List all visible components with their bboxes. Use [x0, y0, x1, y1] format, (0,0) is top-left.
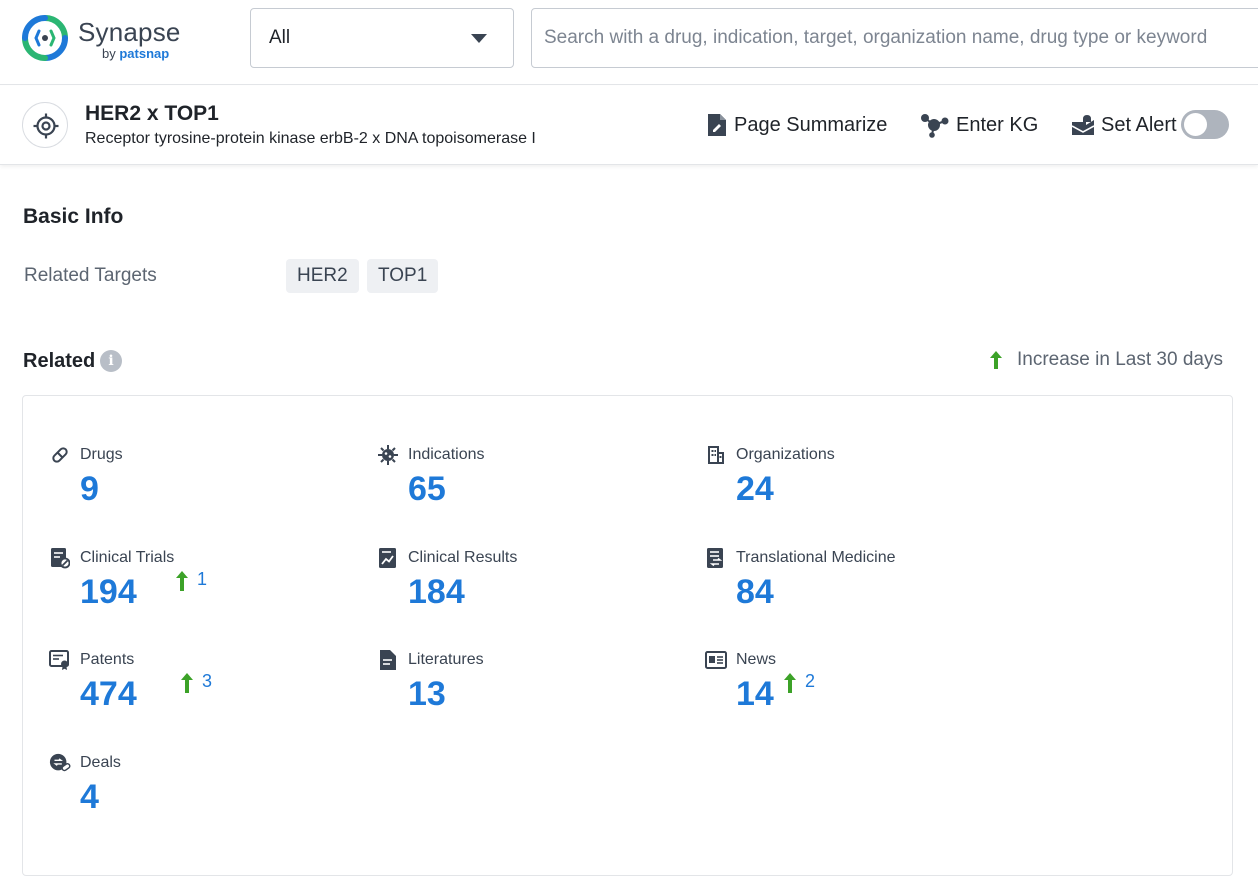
building-icon: [705, 444, 727, 466]
stat-patents-head: Patents: [49, 649, 134, 671]
stat-clinical-trials-increase-value: 1: [197, 569, 207, 590]
stat-translational-medicine-head: Translational Medicine: [705, 547, 895, 569]
search-scope-value: All: [269, 27, 290, 49]
pill-icon: [49, 444, 71, 466]
search-scope-select[interactable]: All: [250, 8, 514, 68]
logo-sub-brand: patsnap: [119, 46, 169, 61]
increase-legend-label: Increase in Last 30 days: [1017, 349, 1223, 371]
deal-icon: [49, 752, 71, 774]
enter-kg-label: Enter KG: [956, 114, 1038, 137]
stat-indications-head: Indications: [377, 444, 485, 466]
related-stats-panel: Drugs 9 Indications 65 Organizations 24 …: [22, 395, 1233, 876]
stat-clinical-results-value[interactable]: 184: [408, 573, 465, 612]
stat-drugs-value[interactable]: 9: [80, 470, 99, 509]
document-icon: [377, 649, 399, 671]
clinical-trial-icon: [49, 547, 71, 569]
stat-patents-label: Patents: [80, 651, 134, 669]
target-icon: [33, 113, 59, 139]
stat-news-value[interactable]: 14: [736, 675, 774, 714]
stat-literatures-label: Literatures: [408, 651, 484, 669]
virus-icon: [377, 444, 399, 466]
stat-patents[interactable]: Patents 474 3: [49, 649, 349, 729]
summarize-icon: [706, 113, 728, 137]
related-targets-label: Related Targets: [24, 265, 157, 287]
stat-translational-medicine-label: Translational Medicine: [736, 549, 895, 567]
stat-patents-increase[interactable]: 3: [180, 671, 212, 694]
alert-mail-icon: [1071, 114, 1095, 136]
stat-patents-value[interactable]: 474: [80, 675, 137, 714]
stat-translational-medicine[interactable]: Translational Medicine 84: [705, 547, 1005, 627]
search-input[interactable]: [531, 8, 1258, 68]
page-summarize-button[interactable]: Page Summarize: [706, 112, 887, 138]
enter-kg-button[interactable]: Enter KG: [920, 112, 1038, 138]
increase-legend: Increase in Last 30 days: [989, 349, 1223, 371]
stat-literatures-value[interactable]: 13: [408, 675, 446, 714]
stat-translational-medicine-value[interactable]: 84: [736, 573, 774, 612]
increase-arrow-icon: [783, 672, 797, 694]
related-title: Related: [23, 350, 95, 373]
stat-news[interactable]: News 14 2: [705, 649, 1005, 729]
stat-drugs[interactable]: Drugs 9: [49, 444, 349, 524]
newspaper-icon: [705, 649, 727, 671]
alert-toggle[interactable]: [1181, 110, 1229, 139]
stat-clinical-trials-head: Clinical Trials: [49, 547, 174, 569]
stat-clinical-trials-label: Clinical Trials: [80, 549, 174, 567]
info-icon[interactable]: i: [100, 350, 122, 372]
stat-deals-value[interactable]: 4: [80, 778, 99, 817]
stat-deals-label: Deals: [80, 754, 121, 772]
stat-clinical-results[interactable]: Clinical Results 184: [377, 547, 677, 627]
increase-arrow-icon: [989, 350, 1003, 370]
stat-clinical-trials[interactable]: Clinical Trials 194 1: [49, 547, 349, 627]
translational-medicine-icon: [705, 547, 727, 569]
page-header: HER2 x TOP1 Receptor tyrosine-protein ki…: [0, 86, 1258, 165]
stat-organizations-label: Organizations: [736, 446, 835, 464]
knowledge-graph-icon: [920, 112, 950, 138]
synapse-logo[interactable]: Synapse by patsnap: [22, 15, 182, 65]
stat-indications[interactable]: Indications 65: [377, 444, 677, 524]
set-alert-label: Set Alert: [1101, 114, 1177, 137]
target-tag-her2[interactable]: HER2: [286, 259, 359, 293]
patent-icon: [49, 649, 71, 671]
stat-deals[interactable]: Deals 4: [49, 752, 349, 832]
target-tag-top1[interactable]: TOP1: [367, 259, 438, 293]
page-subtitle: Receptor tyrosine-protein kinase erbB-2 …: [85, 130, 536, 148]
stat-organizations-value[interactable]: 24: [736, 470, 774, 509]
target-badge: [22, 102, 68, 148]
stat-drugs-head: Drugs: [49, 444, 123, 466]
stat-drugs-label: Drugs: [80, 446, 123, 464]
caret-down-icon: [471, 34, 487, 43]
increase-arrow-icon: [180, 672, 194, 694]
page-title: HER2 x TOP1: [85, 102, 219, 126]
chart-report-icon: [377, 547, 399, 569]
stat-indications-value[interactable]: 65: [408, 470, 446, 509]
stat-clinical-results-head: Clinical Results: [377, 547, 517, 569]
logo-name: Synapse: [78, 17, 181, 48]
stat-clinical-results-label: Clinical Results: [408, 549, 517, 567]
stat-literatures[interactable]: Literatures 13: [377, 649, 677, 729]
stat-news-label: News: [736, 651, 776, 669]
synapse-logo-icon: [22, 15, 68, 61]
stat-literatures-head: Literatures: [377, 649, 484, 671]
stat-clinical-trials-value[interactable]: 194: [80, 573, 137, 612]
stat-news-increase[interactable]: 2: [783, 671, 815, 694]
alert-toggle-knob: [1184, 113, 1207, 136]
logo-sub-by: by: [102, 46, 119, 61]
stat-deals-head: Deals: [49, 752, 121, 774]
stat-patents-increase-value: 3: [202, 671, 212, 692]
stat-news-head: News: [705, 649, 776, 671]
stat-organizations-head: Organizations: [705, 444, 835, 466]
set-alert-button[interactable]: Set Alert: [1071, 112, 1177, 138]
stat-news-increase-value: 2: [805, 671, 815, 692]
stat-organizations[interactable]: Organizations 24: [705, 444, 1005, 524]
stat-indications-label: Indications: [408, 446, 485, 464]
increase-arrow-icon: [175, 570, 189, 592]
logo-subtitle: by patsnap: [102, 46, 169, 61]
stat-clinical-trials-increase[interactable]: 1: [175, 569, 207, 592]
basic-info-title: Basic Info: [23, 205, 123, 229]
page-summarize-label: Page Summarize: [734, 114, 887, 137]
top-bar: Synapse by patsnap All: [0, 0, 1258, 85]
